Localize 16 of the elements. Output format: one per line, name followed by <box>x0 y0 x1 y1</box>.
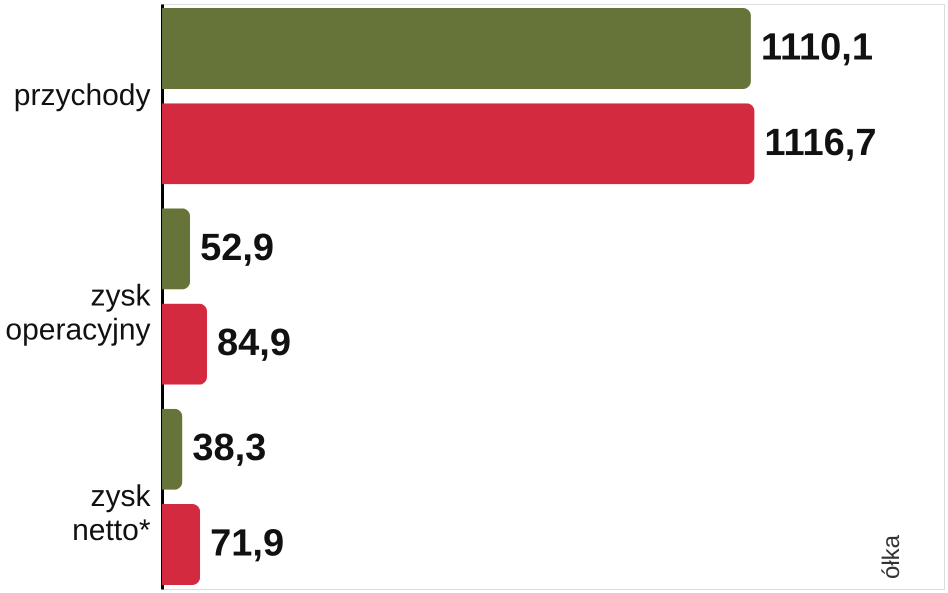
y-tick-label: zysk operacyjny <box>5 280 152 346</box>
data-label: 71,9 <box>210 522 284 564</box>
bar <box>162 408 182 490</box>
y-tick-label: zysk netto* <box>72 480 152 547</box>
bar <box>162 304 208 385</box>
data-label: 38,3 <box>192 427 266 470</box>
data-label: 1116,7 <box>764 122 876 164</box>
bar <box>162 103 754 184</box>
data-label: 1110,1 <box>760 26 873 69</box>
bar <box>162 504 200 585</box>
text: ółka <box>878 534 905 579</box>
bar <box>162 208 190 290</box>
data-label: 84,9 <box>217 322 292 364</box>
bar <box>162 8 751 90</box>
y-tick-label: przychody <box>14 79 150 112</box>
data-label: 52,9 <box>200 226 274 269</box>
